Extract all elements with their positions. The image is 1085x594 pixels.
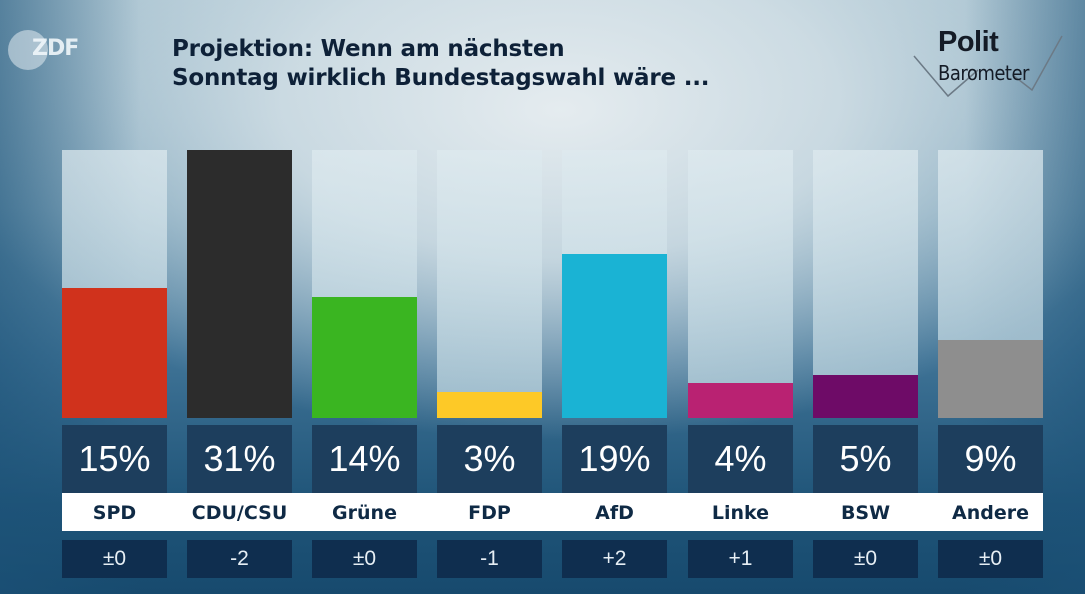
category-label-bsw: BSW (840, 502, 891, 524)
bar-cdu-csu (187, 150, 292, 418)
change-label-bsw: ±0 (813, 540, 918, 578)
politbarometer-logo-polit: Polit (938, 26, 999, 58)
value-label-bsw: 5% (813, 425, 918, 493)
bar-fdp (437, 392, 542, 418)
change-label-linke: +1 (688, 540, 793, 578)
bar-linke (688, 383, 793, 418)
value-label-spd: 15% (62, 425, 167, 493)
value-label-fdp: 3% (437, 425, 542, 493)
category-label-afd: AfD (595, 502, 634, 524)
change-label-gr-ne: ±0 (312, 540, 417, 578)
value-label-gr-ne: 14% (312, 425, 417, 493)
category-label-andere: Andere (952, 502, 1029, 524)
chart-title-line-1: Projektion: Wenn am nächsten (172, 36, 565, 62)
bar-afd (562, 254, 667, 418)
change-label-spd: ±0 (62, 540, 167, 578)
chart-title-line-2: Sonntag wirklich Bundestagswahl wäre ... (172, 65, 710, 91)
bar-gr-ne (312, 297, 417, 418)
zdf-logo-text: ZDF (32, 36, 79, 61)
value-label-afd: 19% (562, 425, 667, 493)
party-name-band (62, 493, 1043, 531)
change-label-fdp: -1 (437, 540, 542, 578)
bar-bsw (813, 375, 918, 418)
category-label-gr-ne: Grüne (332, 502, 397, 524)
change-label-afd: +2 (562, 540, 667, 578)
bar-track-fdp (437, 150, 542, 418)
zdf-logo-circle (8, 30, 48, 70)
politbarometer-logo-barometer: Barometer (938, 61, 1029, 85)
change-label-cdu-csu: -2 (187, 540, 292, 578)
zdf-logo: ZDF (8, 30, 86, 70)
value-label-linke: 4% (688, 425, 793, 493)
politbarometer-logo: Polit Barometer (910, 26, 1070, 100)
category-label-fdp: FDP (468, 502, 511, 524)
value-label-cdu-csu: 31% (187, 425, 292, 493)
category-label-linke: Linke (711, 502, 770, 524)
bar-track-linke (688, 150, 793, 418)
bar-spd (62, 288, 167, 418)
bar-track-bsw (813, 150, 918, 418)
bar-andere (938, 340, 1043, 418)
category-label-cdu-csu: CDU/CSU (191, 502, 288, 524)
category-label-spd: SPD (92, 502, 137, 524)
value-label-andere: 9% (938, 425, 1043, 493)
checkmark-icon (913, 35, 1063, 98)
change-label-andere: ±0 (938, 540, 1043, 578)
chart-title: Projektion: Wenn am nächsten Sonntag wir… (172, 35, 812, 93)
